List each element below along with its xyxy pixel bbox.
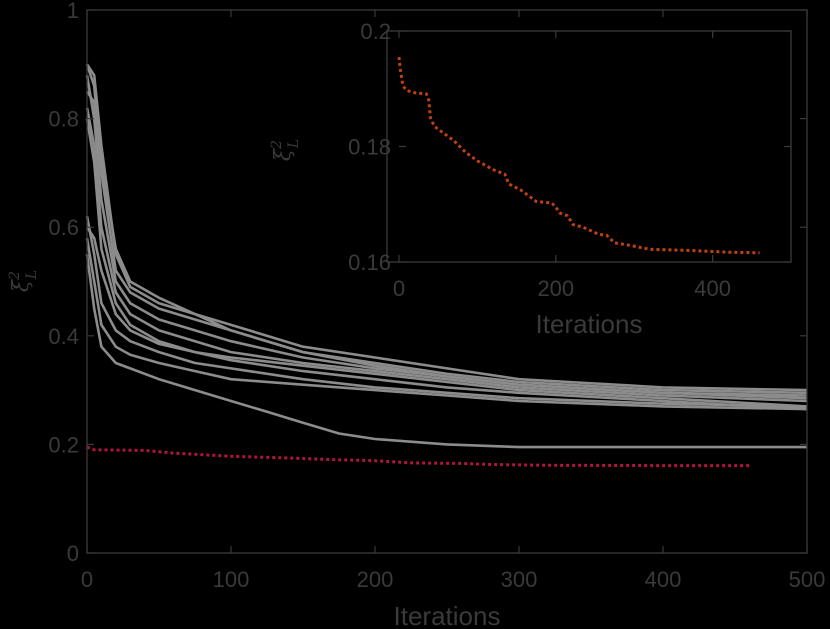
main-series-layer [85, 63, 808, 468]
inset-axes: 0 200 400 0.16 0.18 0.2 Iterations ξ2L [269, 19, 792, 339]
x-tick-label: 200 [537, 276, 574, 301]
main-ticks: 0 100 200 300 400 500 0 0.2 0.4 0.6 0.8 1 [48, 0, 825, 592]
series-run-5 [85, 107, 808, 403]
inset-y-axis-title: ξ2L [269, 139, 302, 161]
x-tick-label: 100 [213, 567, 250, 592]
series-run-6 [85, 118, 808, 408]
x-tick-label: 400 [694, 276, 731, 301]
series-run-9 [85, 237, 808, 411]
x-tick-label: 400 [645, 567, 682, 592]
inset-series-layer [397, 56, 760, 255]
inset-background [387, 31, 791, 262]
y-tick-label: 0.2 [360, 19, 391, 44]
svg-text:ξ2L: ξ2L [7, 270, 40, 292]
x-tick-label: 300 [501, 567, 538, 592]
series-best-zoom [397, 56, 760, 255]
y-tick-label: 0.8 [48, 107, 79, 132]
main-plot-frame [86, 9, 808, 554]
y-tick-label: 0.6 [48, 215, 79, 240]
x-tick-label: 0 [393, 276, 405, 301]
series-run-8 [85, 216, 808, 408]
x-tick-label: 500 [789, 567, 826, 592]
y-tick-label: 0.2 [48, 432, 79, 457]
series-run-4 [85, 74, 808, 400]
inset-ticks: 0 200 400 0.16 0.18 0.2 [348, 19, 791, 301]
main-axes: 0 100 200 300 400 500 0 0.2 0.4 0.6 0.8 1 Iteration… [7, 0, 825, 629]
inset-x-axis-title: Iterations [536, 309, 643, 339]
x-tick-label: 0 [81, 567, 93, 592]
series-run-7 [85, 226, 808, 411]
series-run-1 [85, 63, 808, 392]
series-run-10 [85, 254, 807, 449]
y-tick-label: 0.18 [348, 135, 391, 160]
x-tick-label: 200 [357, 567, 394, 592]
y-tick-label: 0.4 [48, 324, 79, 349]
series-run-2 [85, 90, 808, 395]
svg-text:ξ2L: ξ2L [269, 139, 302, 161]
main-y-axis-title: ξ2L [7, 270, 40, 292]
series-best [86, 445, 750, 468]
main-x-axis-title: Iterations [394, 601, 501, 629]
y-tick-label: 0.16 [348, 250, 391, 275]
y-tick-label: 0 [67, 541, 79, 566]
y-tick-label: 1 [67, 0, 79, 23]
